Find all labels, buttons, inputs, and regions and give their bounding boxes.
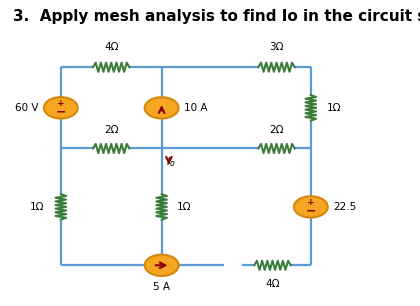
Circle shape xyxy=(144,97,178,118)
Text: 2Ω: 2Ω xyxy=(269,125,284,135)
Text: 60 V: 60 V xyxy=(15,103,39,113)
Text: −: − xyxy=(55,106,66,119)
Text: $I_o$: $I_o$ xyxy=(165,155,175,169)
Text: 4Ω: 4Ω xyxy=(265,279,280,289)
Text: +: + xyxy=(57,99,65,108)
Circle shape xyxy=(144,255,178,276)
Text: +: + xyxy=(307,198,315,207)
Text: 4Ω: 4Ω xyxy=(104,42,118,52)
Text: 3.  Apply mesh analysis to find Io in the circuit shown.: 3. Apply mesh analysis to find Io in the… xyxy=(13,9,420,24)
Text: −: − xyxy=(305,205,316,218)
Text: 2Ω: 2Ω xyxy=(104,125,118,135)
Text: 1Ω: 1Ω xyxy=(327,103,341,113)
Circle shape xyxy=(44,97,78,118)
Circle shape xyxy=(294,196,328,218)
Text: 1Ω: 1Ω xyxy=(177,202,192,212)
Text: 5 A: 5 A xyxy=(153,282,170,292)
Text: 1Ω: 1Ω xyxy=(30,202,45,212)
Text: 22.5: 22.5 xyxy=(333,202,356,212)
Text: 3Ω: 3Ω xyxy=(269,42,284,52)
Text: 10 A: 10 A xyxy=(184,103,207,113)
